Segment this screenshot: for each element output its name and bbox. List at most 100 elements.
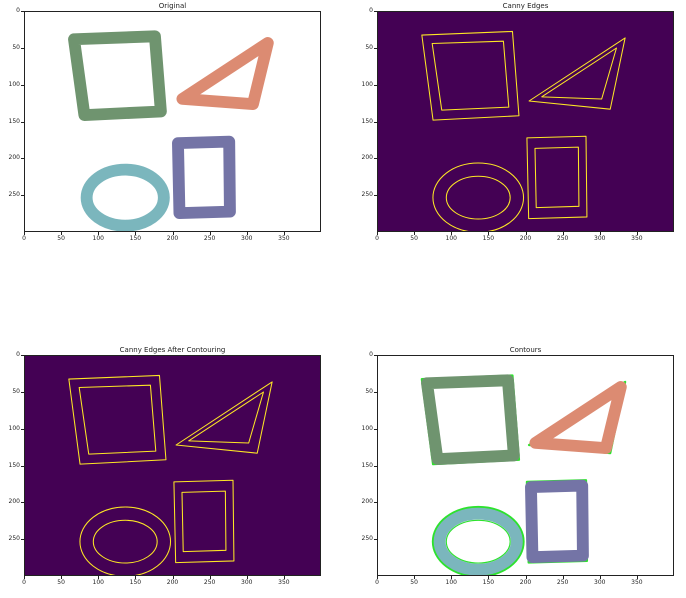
y-tick-label: 100: [361, 80, 373, 88]
x-tick-mark: [488, 576, 490, 579]
y-tick-label: 250: [8, 191, 20, 199]
x-tick-label: 200: [166, 235, 179, 242]
x-tick-label: 0: [22, 235, 26, 242]
teal-circle: [80, 163, 170, 231]
y-tick-mark: [21, 158, 24, 160]
y-tick-mark: [21, 11, 24, 12]
x-tick-label: 300: [594, 579, 606, 586]
x-tick-mark: [636, 576, 638, 579]
green-square-outer-edge: [421, 30, 520, 121]
x-tick-label: 100: [92, 579, 104, 586]
x-tick-mark: [246, 576, 248, 579]
y-tick-mark: [374, 355, 377, 356]
x-tick-mark: [414, 232, 416, 235]
y-tick-label: 50: [365, 43, 373, 51]
panel-title: Contours: [509, 346, 542, 354]
y-tick-label: 150: [8, 461, 20, 469]
x-tick-mark: [377, 232, 378, 235]
x-tick-label: 150: [482, 579, 495, 586]
x-tick-mark: [562, 232, 564, 235]
x-tick-mark: [599, 576, 601, 579]
purple-square-outer-edge: [173, 479, 235, 564]
x-tick-mark: [24, 232, 25, 235]
x-tick-label: 250: [203, 235, 216, 242]
x-tick-label: 350: [278, 579, 290, 586]
y-tick-mark: [21, 47, 24, 49]
green-square-inner-edge: [431, 40, 510, 111]
y-tick-label: 200: [361, 154, 373, 162]
y-tick-label: 0: [369, 7, 373, 14]
x-tick-mark: [172, 232, 174, 235]
teal-circle-outer-contour: [431, 505, 525, 575]
y-tick-label: 200: [8, 498, 20, 506]
image-content: [68, 374, 273, 575]
y-tick-mark: [21, 391, 24, 393]
salmon-triangle: [176, 37, 274, 110]
x-tick-mark: [209, 232, 211, 235]
panel-title: Canny Edges: [502, 2, 549, 10]
y-tick-label: 50: [365, 387, 373, 395]
salmon-triangle-inner-edge: [188, 391, 264, 444]
x-tick-mark: [61, 576, 63, 579]
x-tick-label: 250: [203, 579, 216, 586]
x-tick-mark: [172, 576, 174, 579]
x-tick-label: 0: [22, 579, 26, 586]
x-tick-mark: [562, 576, 564, 579]
x-tick-label: 150: [482, 235, 495, 242]
x-tick-mark: [283, 232, 285, 235]
x-tick-label: 300: [241, 579, 253, 586]
x-tick-label: 250: [556, 235, 569, 242]
y-tick-mark: [374, 195, 377, 197]
x-tick-label: 200: [166, 579, 179, 586]
y-tick-label: 200: [8, 154, 20, 162]
y-tick-mark: [21, 539, 24, 541]
x-tick-mark: [283, 576, 285, 579]
x-tick-mark: [451, 232, 453, 235]
x-tick-label: 350: [631, 579, 643, 586]
x-tick-label: 150: [129, 579, 142, 586]
teal-circle-outer-edge: [432, 162, 525, 231]
y-tick-mark: [374, 391, 377, 393]
purple-square-inner-edge: [534, 146, 580, 209]
green-square-outer-edge: [68, 374, 167, 465]
panel-title: Original: [158, 2, 187, 10]
x-tick-label: 200: [519, 579, 532, 586]
y-tick-mark: [21, 84, 24, 86]
x-tick-mark: [414, 576, 416, 579]
panel-title: Canny Edges After Contouring: [119, 346, 226, 354]
green-square: [68, 30, 167, 122]
image-axes: [24, 355, 321, 576]
y-tick-label: 100: [8, 424, 20, 432]
x-tick-label: 100: [445, 579, 457, 586]
y-tick-label: 150: [361, 117, 373, 125]
image-axes: [24, 11, 321, 232]
x-tick-mark: [488, 232, 490, 235]
x-tick-label: 350: [278, 235, 290, 242]
y-tick-mark: [374, 428, 377, 430]
purple-square-inner-edge: [181, 490, 227, 553]
y-tick-mark: [374, 121, 377, 123]
y-tick-label: 250: [361, 191, 373, 199]
y-tick-mark: [21, 195, 24, 197]
y-tick-label: 0: [16, 7, 20, 14]
y-tick-label: 250: [8, 535, 20, 543]
image-content: [421, 30, 626, 231]
y-tick-mark: [374, 465, 377, 467]
x-tick-label: 350: [631, 235, 643, 242]
x-tick-label: 100: [92, 235, 104, 242]
teal-circle-inner-edge: [92, 519, 158, 564]
y-tick-label: 50: [12, 387, 20, 395]
y-tick-mark: [21, 465, 24, 467]
x-tick-mark: [636, 232, 638, 235]
y-tick-label: 50: [12, 43, 20, 51]
green-square-inner-edge: [78, 384, 157, 455]
y-tick-label: 0: [369, 351, 373, 358]
y-tick-mark: [374, 502, 377, 504]
salmon-triangle-outer-edge: [175, 381, 273, 454]
salmon-triangle-outer-edge: [528, 37, 626, 110]
x-tick-label: 0: [375, 579, 379, 586]
x-tick-mark: [61, 232, 63, 235]
y-tick-mark: [374, 84, 377, 86]
x-tick-label: 50: [410, 235, 418, 242]
